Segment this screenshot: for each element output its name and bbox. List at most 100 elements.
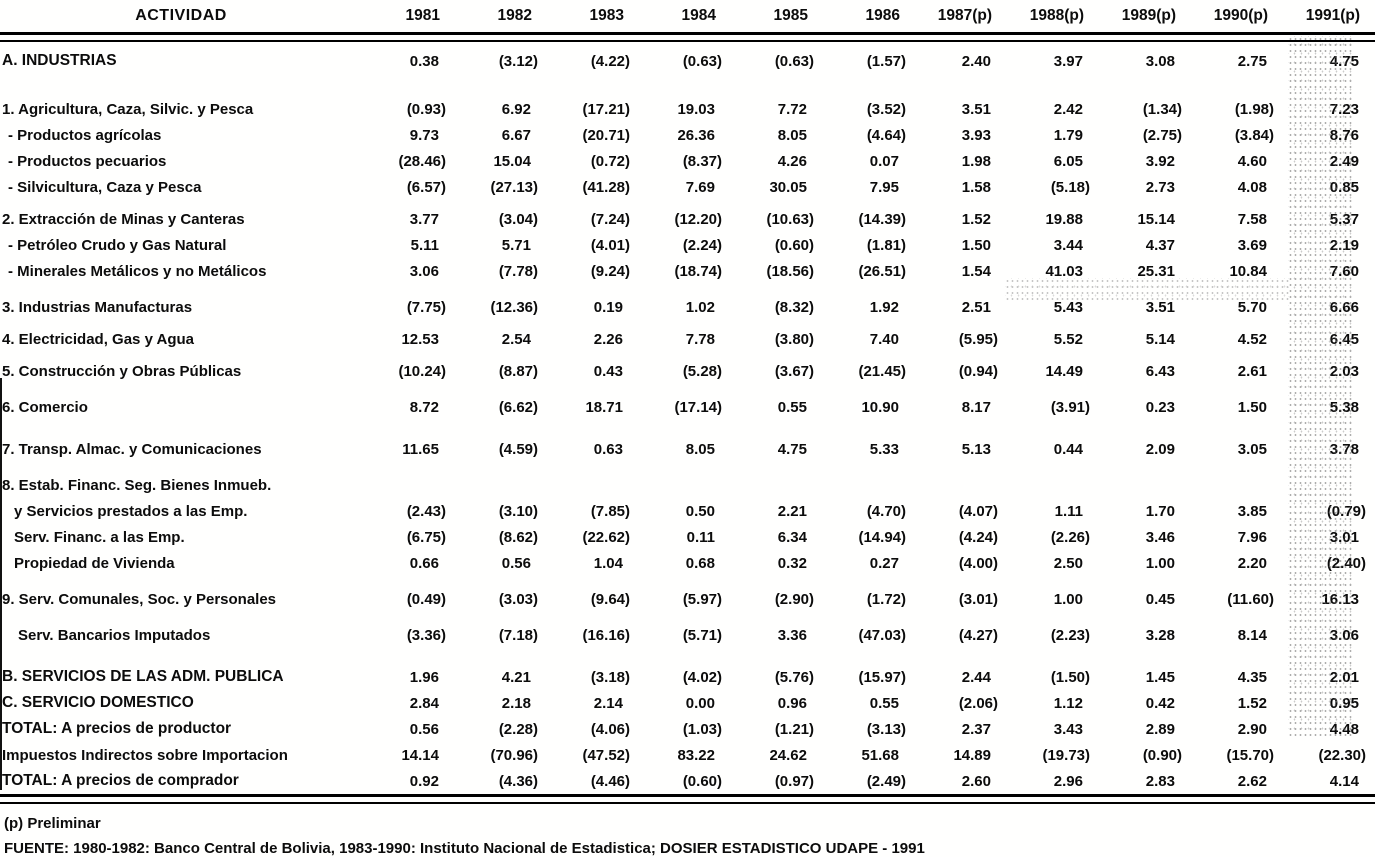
value-cell: (15.70) [1226, 746, 1274, 764]
value-cell: (4.00) [958, 554, 998, 572]
value-cell: (22.62) [582, 528, 630, 546]
row-label: 3. Industrias Manufacturas [2, 298, 193, 316]
value-cell: (0.90) [1142, 746, 1182, 764]
value-cell: 15.14 [1137, 210, 1175, 228]
value-cell: (4.36) [498, 772, 538, 790]
value-cell: 2.42 [1053, 100, 1083, 118]
table-row: Propiedad de Vivienda 0.66 0.56 1.04 0.68 0.3… [0, 550, 1375, 576]
table-row: TOTAL: A precios de comprador 0.92 (4.36) (… [0, 768, 1375, 794]
value-cell: (4.06) [590, 720, 630, 738]
row-label: 6. Comercio [2, 398, 88, 416]
value-cell: (4.64) [866, 126, 906, 144]
value-cell: (7.75) [406, 298, 446, 316]
row-label: A. INDUSTRIAS [2, 52, 117, 69]
value-cell: 83.22 [677, 746, 715, 764]
table-row: y Servicios prestados a las Emp. (2.43) (3… [0, 498, 1375, 524]
value-cell: (3.67) [774, 362, 814, 380]
value-cell: 1.02 [685, 298, 715, 316]
value-cell: (70.96) [490, 746, 538, 764]
value-cell: (2.26) [1050, 528, 1090, 546]
value-cell: (3.01) [958, 590, 998, 608]
value-cell: 0.00 [685, 694, 715, 712]
value-cell: (0.63) [682, 52, 722, 70]
value-cell: 0.68 [685, 554, 715, 572]
value-cell: (1.98) [1234, 100, 1274, 118]
value-cell: 0.45 [1145, 590, 1175, 608]
value-cell: 19.88 [1045, 210, 1083, 228]
value-cell: 7.96 [1237, 528, 1267, 546]
value-cell: 3.93 [961, 126, 991, 144]
value-cell: (18.56) [766, 262, 814, 280]
value-cell: (3.18) [590, 668, 630, 686]
value-cell: (5.18) [1050, 178, 1090, 196]
value-cell: (5.76) [774, 668, 814, 686]
table-row: - Productos pecuarios (28.46) 15.04 (0.72) (… [0, 148, 1375, 174]
value-cell: 3.43 [1053, 720, 1083, 738]
value-cell: 7.69 [685, 178, 715, 196]
value-cell: 5.37 [1329, 210, 1359, 228]
table-left-border [0, 378, 2, 790]
value-cell: 8.76 [1329, 126, 1359, 144]
table-row: A. INDUSTRIAS 0.38 (3.12) (4.22) (0.63) (0.63… [0, 48, 1375, 74]
value-cell: (1.03) [682, 720, 722, 738]
table-row: - Silvicultura, Caza y Pesca (6.57) (27.13… [0, 174, 1375, 200]
value-cell: (1.81) [866, 236, 906, 254]
value-cell: 2.54 [501, 330, 531, 348]
value-cell: 1.11 [1054, 502, 1083, 520]
value-cell: 5.13 [961, 440, 991, 458]
value-cell: 0.55 [869, 694, 899, 712]
value-cell: 8.05 [777, 126, 807, 144]
table-row: 4. Electricidad, Gas y Agua 12.53 2.54 2.26… [0, 326, 1375, 352]
value-cell: 1.45 [1145, 668, 1175, 686]
value-cell: 1.96 [409, 668, 439, 686]
value-cell: 14.14 [401, 746, 439, 764]
value-cell: 30.05 [769, 178, 807, 196]
value-cell: (2.49) [866, 772, 906, 790]
value-cell: 2.50 [1053, 554, 1083, 572]
value-cell: 2.21 [777, 502, 807, 520]
value-cell: 3.01 [1329, 528, 1359, 546]
value-cell: 2.60 [961, 772, 991, 790]
row-label: Propiedad de Vivienda [14, 554, 175, 572]
value-cell: 12.53 [401, 330, 439, 348]
value-cell: 41.03 [1045, 262, 1083, 280]
value-cell: (3.10) [498, 502, 538, 520]
value-cell: 2.73 [1145, 178, 1175, 196]
value-cell: 3.05 [1237, 440, 1267, 458]
value-cell: (9.64) [590, 590, 630, 608]
row-label: Impuestos Indirectos sobre Importacion [2, 746, 288, 764]
value-cell: (2.28) [498, 720, 538, 738]
value-cell: 4.60 [1237, 152, 1267, 170]
value-cell: 3.46 [1145, 528, 1175, 546]
value-cell: (27.13) [490, 178, 538, 196]
year-column-header: 1989(p) [1121, 7, 1176, 24]
value-cell: (3.03) [498, 590, 538, 608]
value-cell: 3.28 [1145, 626, 1175, 644]
value-cell: (1.21) [774, 720, 814, 738]
value-cell: (11.60) [1227, 590, 1274, 608]
row-label: 5. Construcción y Obras Públicas [2, 362, 242, 380]
value-cell: 11.65 [402, 440, 439, 458]
row-label: 8. Estab. Financ. Seg. Bienes Inmueb. [2, 476, 272, 494]
value-cell: (0.60) [682, 772, 722, 790]
value-cell: 8.05 [685, 440, 715, 458]
value-cell: (4.59) [498, 440, 538, 458]
table-row: 3. Industrias Manufacturas (7.75) (12.36) 0… [0, 294, 1375, 320]
value-cell: (1.34) [1142, 100, 1182, 118]
table-row: 5. Construcción y Obras Públicas (10.24) (… [0, 358, 1375, 384]
value-cell: 6.67 [501, 126, 531, 144]
value-cell: (3.84) [1234, 126, 1274, 144]
year-column-header: 1982 [497, 7, 532, 24]
value-cell: 0.44 [1053, 440, 1083, 458]
value-cell: 4.21 [501, 668, 531, 686]
value-cell: 2.83 [1145, 772, 1175, 790]
value-cell: (7.85) [590, 502, 630, 520]
value-cell: (2.06) [958, 694, 998, 712]
value-cell: (6.75) [406, 528, 446, 546]
value-cell: 3.08 [1145, 52, 1175, 70]
value-cell: (4.27) [958, 626, 998, 644]
value-cell: 8.14 [1237, 626, 1267, 644]
value-cell: (1.50) [1050, 668, 1090, 686]
value-cell: (9.24) [590, 262, 630, 280]
